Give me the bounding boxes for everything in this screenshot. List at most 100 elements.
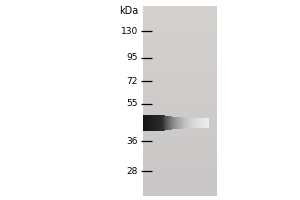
Bar (175, 117, 176, 129)
Bar (190, 118, 191, 128)
Bar (191, 118, 192, 128)
Bar (166, 116, 167, 130)
Bar (177, 117, 178, 129)
Bar (144, 115, 145, 131)
Bar (174, 117, 175, 129)
Bar (155, 115, 156, 131)
Bar (159, 115, 160, 131)
Bar (169, 116, 170, 130)
Bar (202, 118, 203, 128)
Bar (161, 115, 162, 131)
Bar (186, 118, 187, 128)
Bar (142, 115, 143, 131)
Bar (205, 118, 206, 128)
Bar (187, 118, 188, 128)
Bar (182, 118, 183, 128)
Bar (150, 115, 151, 131)
Bar (193, 118, 194, 128)
Bar (152, 115, 153, 131)
Bar (169, 116, 170, 130)
Bar (199, 118, 200, 128)
Bar (185, 118, 186, 128)
Bar (160, 115, 161, 131)
Bar (146, 115, 147, 131)
Bar (164, 115, 165, 131)
Bar (160, 115, 161, 131)
Bar (173, 117, 174, 129)
Bar (178, 117, 179, 129)
Bar (157, 115, 158, 131)
Bar (152, 115, 153, 131)
Bar (197, 118, 198, 128)
Bar (164, 115, 165, 131)
Bar (196, 118, 197, 128)
Bar (189, 118, 190, 128)
Bar (172, 117, 173, 129)
Bar (143, 115, 144, 131)
Text: kDa: kDa (119, 6, 138, 16)
Bar (200, 118, 201, 128)
Bar (174, 117, 175, 129)
Bar (194, 118, 195, 128)
Text: 36: 36 (127, 136, 138, 146)
Bar (196, 118, 197, 128)
Bar (192, 118, 193, 128)
Bar (165, 116, 166, 130)
Bar (172, 117, 173, 129)
Bar (194, 118, 195, 128)
Bar (179, 117, 180, 129)
Bar (202, 118, 203, 128)
Text: 72: 72 (127, 76, 138, 86)
Bar (159, 115, 160, 131)
Bar (146, 115, 147, 131)
Bar (148, 115, 149, 131)
Bar (153, 115, 154, 131)
Bar (155, 115, 156, 131)
Bar (189, 118, 190, 128)
Bar (145, 115, 146, 131)
Bar (157, 115, 158, 131)
Bar (147, 115, 148, 131)
Bar (151, 115, 152, 131)
Bar (182, 117, 183, 129)
Bar (206, 118, 207, 128)
Bar (206, 118, 207, 128)
Bar (170, 116, 171, 130)
Text: 95: 95 (127, 53, 138, 62)
Bar (193, 118, 194, 128)
Bar (184, 118, 185, 128)
Bar (205, 118, 206, 128)
Bar (204, 118, 205, 128)
Text: 130: 130 (121, 26, 138, 36)
Bar (150, 115, 151, 131)
Bar (171, 116, 172, 130)
Bar (151, 115, 152, 131)
Bar (160, 115, 161, 131)
Bar (186, 118, 187, 128)
Bar (165, 116, 166, 130)
Bar (190, 118, 191, 128)
Bar (171, 116, 172, 130)
Bar (185, 118, 186, 128)
Bar (162, 115, 163, 131)
Bar (183, 118, 184, 128)
Bar (151, 115, 152, 131)
Bar (193, 118, 194, 128)
Bar (208, 118, 209, 128)
Bar (158, 115, 159, 131)
Bar (197, 118, 198, 128)
Bar (173, 117, 174, 129)
Bar (203, 118, 204, 128)
Bar (154, 115, 155, 131)
Bar (149, 115, 150, 131)
Bar (149, 115, 150, 131)
Bar (170, 116, 171, 130)
Bar (155, 115, 156, 131)
Bar (197, 118, 198, 128)
Bar (154, 115, 155, 131)
Bar (176, 117, 177, 129)
Bar (195, 118, 196, 128)
Bar (192, 118, 193, 128)
Bar (207, 118, 208, 128)
Bar (164, 115, 165, 131)
